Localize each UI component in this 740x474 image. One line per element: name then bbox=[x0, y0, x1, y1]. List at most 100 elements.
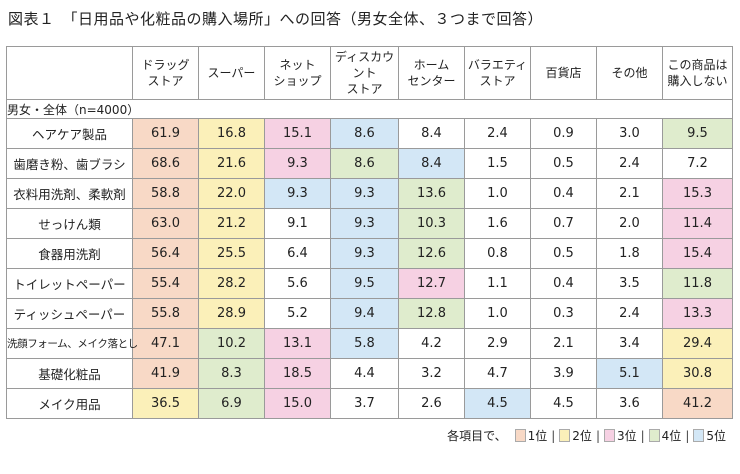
table-row: トイレットペーパー 55.4 28.2 5.6 9.5 12.7 1.1 0.4 3.5 11.8 bbox=[6, 268, 733, 299]
row-label: 基礎化粧品 bbox=[6, 358, 133, 389]
value-cell: 0.8 bbox=[464, 238, 531, 269]
rank-legend: 各項目で、 1位 | 2位 | 3位 | 4位 | 5位 bbox=[447, 427, 726, 444]
value-cell: 12.8 bbox=[398, 298, 465, 329]
value-cell: 2.1 bbox=[596, 178, 663, 209]
value-cell: 15.1 bbox=[264, 118, 331, 149]
value-cell: 9.3 bbox=[330, 178, 399, 209]
value-cell: 56.4 bbox=[132, 238, 199, 269]
value-cell: 7.2 bbox=[662, 148, 733, 179]
row-label: 歯磨き粉、歯ブラシ bbox=[6, 148, 133, 179]
row-label: 食器用洗剤 bbox=[6, 238, 133, 269]
legend-label: 1位 bbox=[527, 429, 548, 443]
header-corner bbox=[6, 46, 133, 100]
table-row: ヘアケア製品 61.9 16.8 15.1 8.6 8.4 2.4 0.9 3.0 9.5 bbox=[6, 118, 733, 149]
row-label: ティッシュペーパー bbox=[6, 298, 133, 329]
value-cell: 10.2 bbox=[198, 328, 265, 359]
value-cell: 4.5 bbox=[464, 388, 531, 419]
legend-swatch bbox=[693, 429, 705, 442]
legend-item: 1位 bbox=[514, 427, 548, 444]
legend-swatch bbox=[559, 429, 571, 442]
value-cell: 41.9 bbox=[132, 358, 199, 389]
value-cell: 55.8 bbox=[132, 298, 199, 329]
column-header: バラエティ ストア bbox=[464, 46, 531, 100]
value-cell: 3.4 bbox=[596, 328, 663, 359]
value-cell: 9.4 bbox=[330, 298, 399, 329]
column-header: ドラッグ ストア bbox=[132, 46, 199, 100]
value-cell: 15.4 bbox=[662, 238, 733, 269]
column-header: この商品は 購入しない bbox=[662, 46, 733, 100]
value-cell: 2.9 bbox=[464, 328, 531, 359]
sample-note: 男女・全体（n=4000） bbox=[6, 99, 733, 119]
header-row: ドラッグ ストア スーパー ネット ショップ ディスカウント ストア ホーム センターバ… bbox=[6, 46, 733, 100]
row-label: トイレットペーパー bbox=[6, 268, 133, 299]
value-cell: 1.0 bbox=[464, 298, 531, 329]
value-cell: 0.3 bbox=[530, 298, 597, 329]
value-cell: 4.7 bbox=[464, 358, 531, 389]
value-cell: 21.2 bbox=[198, 208, 265, 239]
value-cell: 2.6 bbox=[398, 388, 465, 419]
column-header-label: ホーム センター bbox=[407, 58, 456, 88]
value-cell: 36.5 bbox=[132, 388, 199, 419]
legend-swatch bbox=[648, 429, 660, 442]
value-cell: 2.1 bbox=[530, 328, 597, 359]
column-header-label: ネット ショップ bbox=[273, 58, 322, 88]
table-row: 歯磨き粉、歯ブラシ 68.6 21.6 9.3 8.6 8.4 1.5 0.5 2.4 7.2 bbox=[6, 148, 733, 179]
table-row: メイク用品 36.5 6.9 15.0 3.7 2.6 4.5 4.5 3.6 41.2 bbox=[6, 388, 733, 419]
chart-title: 図表１ 「日用品や化粧品の購入場所」への回答（男女全体、３つまで回答） bbox=[8, 10, 544, 28]
table-row: 洗顔フォーム、メイク落とし 47.1 10.2 13.1 5.8 4.2 2.9 2.1 3.4… bbox=[6, 328, 733, 359]
value-cell: 63.0 bbox=[132, 208, 199, 239]
value-cell: 2.4 bbox=[596, 148, 663, 179]
value-cell: 2.4 bbox=[464, 118, 531, 149]
table-row: 衣料用洗剤、柔軟剤 58.8 22.0 9.3 9.3 13.6 1.0 0.4 2.1 15.3 bbox=[6, 178, 733, 209]
value-cell: 18.5 bbox=[264, 358, 331, 389]
value-cell: 5.2 bbox=[264, 298, 331, 329]
value-cell: 5.6 bbox=[264, 268, 331, 299]
column-header-label: 百貨店 bbox=[545, 66, 582, 80]
value-cell: 1.8 bbox=[596, 238, 663, 269]
column-header: ネット ショップ bbox=[264, 46, 331, 100]
value-cell: 1.6 bbox=[464, 208, 531, 239]
legend-lead: 各項目で、 bbox=[447, 429, 507, 443]
value-cell: 3.7 bbox=[330, 388, 399, 419]
value-cell: 11.8 bbox=[662, 268, 733, 299]
value-cell: 28.2 bbox=[198, 268, 265, 299]
legend-separator: | bbox=[595, 428, 600, 443]
legend-item: 4位 bbox=[648, 427, 681, 444]
column-header-label: その他 bbox=[611, 66, 648, 80]
value-cell: 68.6 bbox=[132, 148, 199, 179]
value-cell: 9.5 bbox=[662, 118, 733, 149]
value-cell: 13.3 bbox=[662, 298, 733, 329]
legend-item: 3位 bbox=[603, 427, 637, 444]
value-cell: 41.2 bbox=[662, 388, 733, 419]
value-cell: 1.0 bbox=[464, 178, 531, 209]
legend-separator: | bbox=[551, 428, 556, 443]
value-cell: 12.7 bbox=[398, 268, 465, 299]
column-header-label: ディスカウント ストア bbox=[334, 50, 395, 96]
value-cell: 15.3 bbox=[662, 178, 733, 209]
value-cell: 16.8 bbox=[198, 118, 265, 149]
value-cell: 8.4 bbox=[398, 148, 465, 179]
column-header-label: バラエティ ストア bbox=[467, 58, 528, 88]
value-cell: 30.8 bbox=[662, 358, 733, 389]
value-cell: 10.3 bbox=[398, 208, 465, 239]
legend-swatch bbox=[603, 429, 615, 442]
value-cell: 0.5 bbox=[530, 238, 597, 269]
value-cell: 6.4 bbox=[264, 238, 331, 269]
table-body: ヘアケア製品 61.9 16.8 15.1 8.6 8.4 2.4 0.9 3.0 9.5 歯磨き粉… bbox=[6, 118, 733, 419]
legend-label: 5位 bbox=[706, 429, 726, 443]
value-cell: 4.2 bbox=[398, 328, 465, 359]
column-header-label: この商品は 購入しない bbox=[667, 58, 728, 88]
value-cell: 5.1 bbox=[596, 358, 663, 389]
value-cell: 9.3 bbox=[264, 148, 331, 179]
legend-separator: | bbox=[640, 428, 645, 443]
results-table: ドラッグ ストア スーパー ネット ショップ ディスカウント ストア ホーム センターバ… bbox=[6, 46, 733, 419]
value-cell: 55.4 bbox=[132, 268, 199, 299]
column-header-label: ドラッグ ストア bbox=[141, 58, 190, 88]
value-cell: 9.5 bbox=[330, 268, 399, 299]
value-cell: 8.6 bbox=[330, 148, 399, 179]
row-label: せっけん類 bbox=[6, 208, 133, 239]
value-cell: 9.1 bbox=[264, 208, 331, 239]
value-cell: 25.5 bbox=[198, 238, 265, 269]
column-header: ディスカウント ストア bbox=[330, 46, 399, 100]
legend-item: 5位 bbox=[693, 427, 726, 444]
